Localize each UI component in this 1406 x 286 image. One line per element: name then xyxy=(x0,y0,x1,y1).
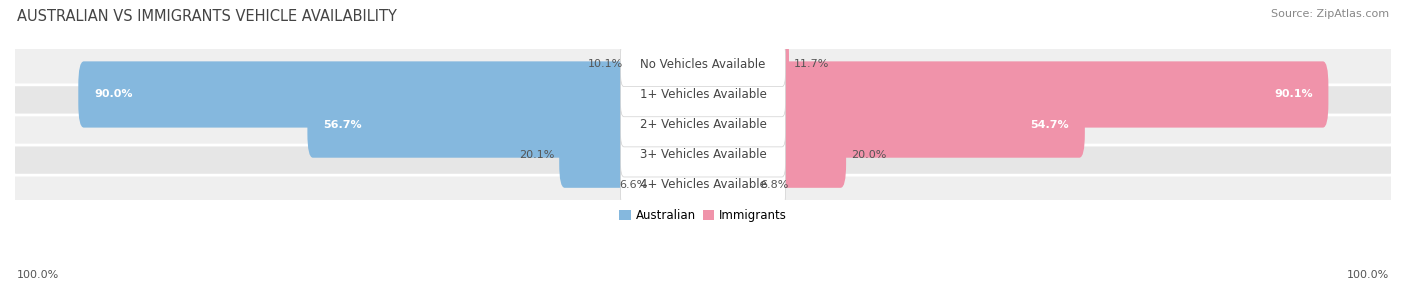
FancyBboxPatch shape xyxy=(13,164,1393,205)
Text: 20.1%: 20.1% xyxy=(519,150,554,160)
FancyBboxPatch shape xyxy=(620,162,786,207)
FancyBboxPatch shape xyxy=(776,31,789,98)
Legend: Australian, Immigrants: Australian, Immigrants xyxy=(614,204,792,227)
Text: 90.1%: 90.1% xyxy=(1274,90,1313,100)
FancyBboxPatch shape xyxy=(13,104,1393,145)
Text: 20.0%: 20.0% xyxy=(851,150,886,160)
Text: No Vehicles Available: No Vehicles Available xyxy=(640,58,766,71)
Text: 2+ Vehicles Available: 2+ Vehicles Available xyxy=(640,118,766,131)
FancyBboxPatch shape xyxy=(776,122,846,188)
FancyBboxPatch shape xyxy=(13,44,1393,85)
Text: 3+ Vehicles Available: 3+ Vehicles Available xyxy=(640,148,766,161)
FancyBboxPatch shape xyxy=(13,134,1393,175)
FancyBboxPatch shape xyxy=(79,61,630,128)
Text: 100.0%: 100.0% xyxy=(17,270,59,280)
Text: 11.7%: 11.7% xyxy=(794,59,830,69)
Text: 56.7%: 56.7% xyxy=(323,120,361,130)
Text: AUSTRALIAN VS IMMIGRANTS VEHICLE AVAILABILITY: AUSTRALIAN VS IMMIGRANTS VEHICLE AVAILAB… xyxy=(17,9,396,23)
Text: 6.8%: 6.8% xyxy=(761,180,789,190)
Text: 54.7%: 54.7% xyxy=(1031,120,1069,130)
FancyBboxPatch shape xyxy=(308,92,630,158)
Text: 1+ Vehicles Available: 1+ Vehicles Available xyxy=(640,88,766,101)
Text: 4+ Vehicles Available: 4+ Vehicles Available xyxy=(640,178,766,191)
FancyBboxPatch shape xyxy=(620,72,786,117)
FancyBboxPatch shape xyxy=(620,42,786,87)
FancyBboxPatch shape xyxy=(776,61,1329,128)
FancyBboxPatch shape xyxy=(776,92,1085,158)
Text: 10.1%: 10.1% xyxy=(588,59,623,69)
Text: 100.0%: 100.0% xyxy=(1347,270,1389,280)
FancyBboxPatch shape xyxy=(620,102,786,147)
FancyBboxPatch shape xyxy=(13,74,1393,115)
Text: 90.0%: 90.0% xyxy=(94,90,132,100)
Text: 6.6%: 6.6% xyxy=(619,180,647,190)
FancyBboxPatch shape xyxy=(620,132,786,177)
Text: Source: ZipAtlas.com: Source: ZipAtlas.com xyxy=(1271,9,1389,19)
FancyBboxPatch shape xyxy=(560,122,630,188)
